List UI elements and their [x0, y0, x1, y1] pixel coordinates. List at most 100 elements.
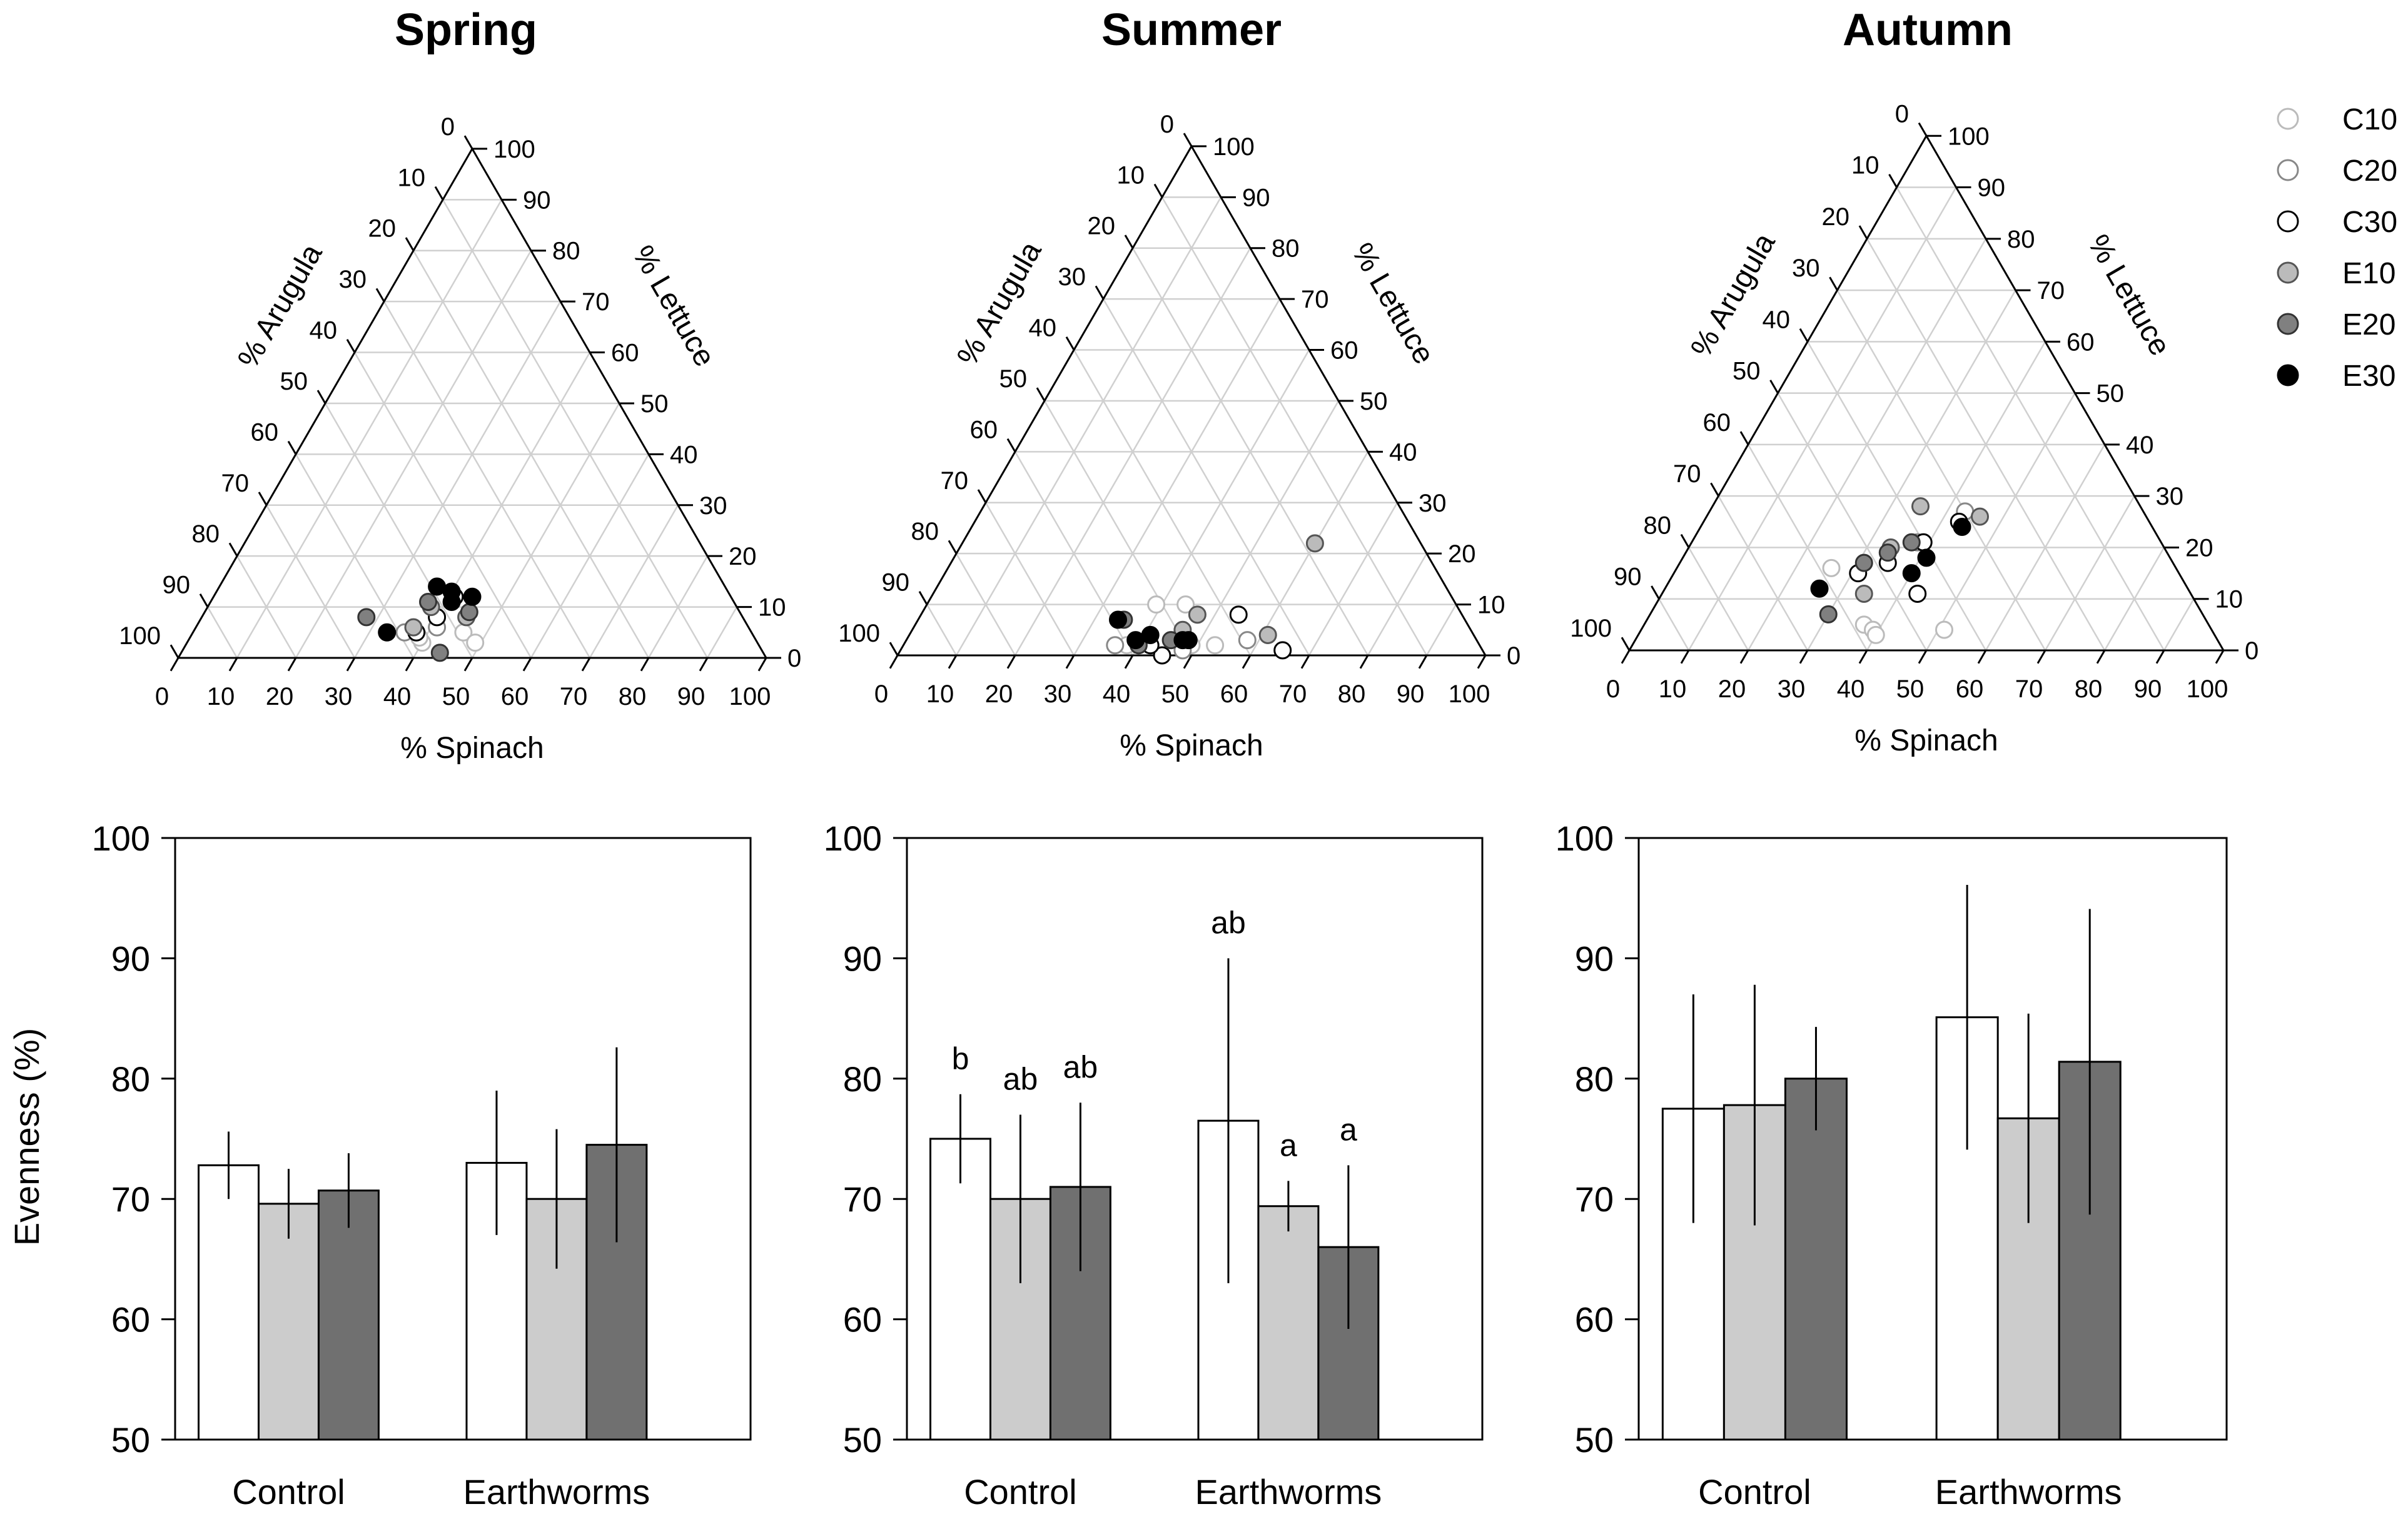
data-point-c10	[1866, 625, 1885, 644]
x-category-label: Earthworms	[1195, 1472, 1382, 1511]
tick-mark	[1680, 533, 1690, 548]
tick-mark	[1829, 276, 1838, 291]
bar-control-30	[317, 1189, 380, 1441]
y-axis-label: Evenness (%)	[7, 1028, 46, 1246]
legend-marker-e30	[2277, 364, 2299, 386]
left-tick-label: 40	[1029, 315, 1057, 342]
bottom-tick-label: 70	[1279, 680, 1307, 708]
grid-line	[1687, 547, 1749, 651]
tick-mark	[757, 657, 767, 672]
ternary-title: Spring	[395, 5, 537, 55]
grid-line	[706, 606, 738, 659]
bottom-tick-label: 50	[442, 683, 470, 710]
left-tick-label: 20	[1088, 213, 1116, 240]
grid-line	[324, 403, 473, 659]
bottom-tick-label: 100	[2187, 675, 2228, 703]
tick-mark	[1359, 655, 1369, 669]
tick-mark	[1769, 380, 1779, 394]
y-tick-label: 90	[1575, 939, 1614, 978]
grid-line	[1425, 603, 1457, 656]
tick-mark	[463, 657, 473, 672]
data-point-c20	[1238, 631, 1257, 650]
grid-line	[955, 553, 1016, 656]
significance-letter: ab	[1211, 905, 1246, 940]
tick-mark	[346, 339, 356, 353]
bottom-tick-label: 90	[1397, 680, 1425, 708]
data-point-c10	[466, 633, 485, 652]
legend-label: C10	[2342, 103, 2397, 136]
spinach-axis-label: % Spinach	[400, 732, 544, 765]
data-point-e30	[428, 577, 447, 596]
grid-line	[442, 199, 709, 659]
left-tick-label: 0	[1895, 100, 1909, 128]
tick-mark	[1651, 585, 1660, 600]
legend-marker-e10	[2277, 261, 2299, 284]
tick-mark	[1680, 650, 1690, 664]
right-tick-label: 90	[523, 186, 551, 214]
tick-mark	[405, 237, 415, 251]
right-tick-label: 80	[552, 238, 580, 265]
legend: C10 C20 C30 E10 E20 E30	[2277, 103, 2397, 393]
y-tick-label: 80	[843, 1059, 882, 1099]
tick-mark	[1799, 650, 1809, 664]
x-category-label: Earthworms	[1935, 1472, 2122, 1511]
y-tick-label: 90	[843, 939, 882, 978]
grid-line	[265, 505, 356, 659]
data-point-e10	[404, 618, 423, 637]
ternary-title: Autumn	[1843, 5, 2013, 55]
data-point-e30	[1126, 631, 1145, 650]
ternary-summer: Summer0001010102020203030304040405050506…	[838, 5, 1520, 762]
tick-mark	[1006, 438, 1016, 453]
right-tick-label: 80	[2007, 226, 2035, 253]
right-tick-label: 90	[1978, 174, 2006, 202]
tick-mark	[1036, 387, 1046, 401]
bar-control-10	[929, 1138, 991, 1441]
bottom-tick-label: 80	[619, 683, 647, 710]
right-tick-label: 60	[1330, 337, 1358, 365]
data-point-e10	[1911, 497, 1930, 516]
left-tick-label: 20	[368, 215, 397, 243]
left-tick-label: 100	[1570, 615, 1612, 642]
bottom-tick-label: 30	[1778, 675, 1806, 703]
tick-mark	[228, 542, 238, 557]
left-tick-label: 80	[192, 520, 220, 548]
bar-control-20	[257, 1203, 320, 1441]
bottom-tick-label: 30	[1044, 680, 1072, 708]
tick-mark	[1621, 650, 1631, 664]
data-point-e20	[460, 603, 478, 622]
lettuce-axis-label: % Lettuce	[626, 240, 722, 372]
x-category-label: Earthworms	[463, 1472, 650, 1511]
grid-line	[1717, 495, 1809, 651]
right-tick-label: 40	[670, 441, 698, 468]
right-tick-label: 70	[582, 288, 610, 316]
tick-mark	[1065, 336, 1075, 351]
tick-mark	[405, 657, 415, 672]
bottom-tick-label: 0	[1606, 675, 1620, 703]
bottom-tick-label: 20	[1718, 675, 1746, 703]
tick-mark	[699, 657, 709, 672]
spinach-axis-label: % Spinach	[1854, 724, 1998, 757]
tick-mark	[522, 657, 532, 672]
data-point-e10	[1971, 507, 1989, 526]
tick-mark	[581, 657, 591, 672]
bottom-tick-label: 10	[926, 680, 954, 708]
bottom-tick-label: 60	[501, 683, 529, 710]
bottom-tick-label: 90	[2134, 675, 2162, 703]
y-tick-label: 80	[1575, 1059, 1614, 1099]
ternary-title: Summer	[1101, 5, 1282, 55]
data-point-c10	[1206, 636, 1225, 655]
grid-line	[471, 403, 620, 659]
y-tick-label: 100	[1556, 819, 1614, 858]
y-tick-label: 100	[824, 819, 882, 858]
bottom-tick-label: 60	[1956, 675, 1984, 703]
data-point-e20	[430, 643, 449, 662]
grid-line	[1658, 598, 1690, 651]
grid-line	[295, 453, 415, 659]
tick-mark	[948, 655, 958, 669]
right-tick-label: 10	[758, 594, 786, 622]
bar-control-30	[1784, 1077, 1848, 1441]
bar-control-10	[198, 1164, 260, 1441]
bar-earthworms-20	[1257, 1205, 1320, 1441]
grid-line	[1747, 444, 1868, 651]
bottom-tick-label: 100	[1449, 680, 1490, 708]
